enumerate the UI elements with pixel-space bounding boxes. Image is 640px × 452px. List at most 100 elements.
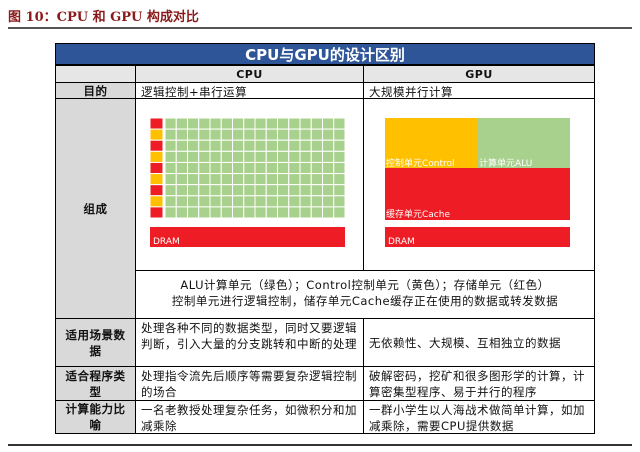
cpu-unit bbox=[209, 139, 222, 152]
cpu-unit bbox=[149, 139, 164, 152]
cpu-unit bbox=[322, 206, 335, 219]
legend-line: ALU计算单元（绿色）；Control控制单元（黄色）；存储单元（红色） bbox=[180, 278, 550, 292]
cpu-unit bbox=[164, 195, 177, 208]
cpu-unit bbox=[288, 195, 301, 208]
cpu-unit bbox=[333, 139, 346, 152]
cpu-unit bbox=[175, 195, 188, 208]
cpu-unit bbox=[243, 206, 256, 219]
cpu-unit bbox=[220, 206, 233, 219]
cpu-unit bbox=[209, 184, 222, 197]
cpu-unit bbox=[175, 150, 188, 163]
cpu-unit bbox=[187, 117, 200, 130]
gpu-alu bbox=[477, 118, 570, 168]
cpu-unit bbox=[254, 195, 267, 208]
rule bbox=[8, 27, 632, 29]
cpu-unit bbox=[265, 173, 278, 186]
cpu-unit bbox=[198, 206, 211, 219]
cpu-unit bbox=[220, 184, 233, 197]
cpu-unit bbox=[299, 117, 312, 130]
cpu-unit bbox=[220, 128, 233, 141]
cpu-unit bbox=[333, 161, 346, 175]
cpu-unit bbox=[187, 150, 200, 163]
cpu-unit bbox=[187, 128, 200, 141]
cpu-unit bbox=[322, 173, 335, 186]
cpu-unit bbox=[288, 139, 301, 152]
gpu-cell: 无依赖性、大规模、互相独立的数据 bbox=[363, 318, 595, 367]
cpu-unit bbox=[232, 128, 245, 141]
cpu-unit bbox=[277, 139, 290, 152]
cpu-unit bbox=[164, 173, 177, 186]
cpu-unit bbox=[310, 150, 323, 163]
cpu-unit bbox=[175, 117, 188, 130]
cpu-unit bbox=[209, 117, 222, 130]
cpu-unit bbox=[209, 150, 222, 163]
cpu-unit bbox=[220, 139, 233, 152]
cpu-unit bbox=[265, 139, 278, 152]
cpu-unit bbox=[175, 206, 188, 219]
cpu-unit bbox=[310, 173, 323, 186]
cpu-unit bbox=[254, 128, 267, 141]
cpu-unit bbox=[243, 150, 256, 163]
gpu-control-label: 控制单元Control bbox=[386, 157, 455, 169]
cpu-unit bbox=[288, 161, 301, 175]
cpu-unit bbox=[265, 150, 278, 163]
cpu-unit bbox=[288, 173, 301, 186]
cpu-unit bbox=[254, 150, 267, 163]
rule bbox=[8, 444, 632, 446]
cpu-unit bbox=[322, 117, 335, 130]
cpu-unit bbox=[277, 173, 290, 186]
cpu-unit bbox=[220, 195, 233, 208]
row-label: 适合程序类型 bbox=[55, 366, 136, 401]
cpu-unit bbox=[164, 139, 177, 152]
cpu-unit bbox=[333, 173, 346, 186]
row-label: 组成 bbox=[55, 98, 136, 319]
cpu-unit bbox=[220, 173, 233, 186]
cpu-unit bbox=[277, 150, 290, 163]
cpu-unit bbox=[232, 117, 245, 130]
cpu-unit bbox=[149, 117, 164, 130]
cpu-unit bbox=[265, 161, 278, 175]
cpu-unit bbox=[310, 117, 323, 130]
cpu-unit bbox=[288, 184, 301, 197]
cpu-unit bbox=[254, 184, 267, 197]
gpu-dram bbox=[385, 227, 570, 247]
cpu-unit bbox=[198, 150, 211, 163]
cpu-unit bbox=[149, 128, 164, 141]
cpu-unit bbox=[254, 117, 267, 130]
cpu-unit bbox=[175, 139, 188, 152]
figure-caption: 图 10：CPU 和 GPU 构成对比 bbox=[8, 10, 199, 25]
cpu-unit bbox=[232, 139, 245, 152]
cpu-unit bbox=[322, 150, 335, 163]
cpu-dram bbox=[150, 227, 345, 247]
cpu-unit bbox=[243, 195, 256, 208]
cpu-unit bbox=[232, 184, 245, 197]
cpu-unit bbox=[333, 150, 346, 163]
cpu-unit bbox=[310, 206, 323, 219]
cpu-unit bbox=[310, 161, 323, 175]
cpu-unit bbox=[164, 184, 177, 197]
cpu-unit bbox=[187, 161, 200, 175]
cpu-unit bbox=[277, 195, 290, 208]
gpu-cell: 一群小学生以人海战术做简单计算，如加减乘除，需要CPU提供数据 bbox=[363, 400, 595, 434]
cpu-unit bbox=[299, 161, 312, 175]
cpu-grid bbox=[149, 117, 346, 219]
cpu-unit bbox=[265, 128, 278, 141]
cpu-unit bbox=[209, 206, 222, 219]
cpu-unit bbox=[187, 195, 200, 208]
cpu-unit bbox=[209, 161, 222, 175]
cpu-unit bbox=[175, 173, 188, 186]
cpu-unit bbox=[232, 195, 245, 208]
cpu-unit bbox=[310, 184, 323, 197]
cpu-unit bbox=[243, 139, 256, 152]
cpu-unit bbox=[333, 184, 346, 197]
cpu-unit bbox=[232, 161, 245, 175]
cpu-unit bbox=[198, 173, 211, 186]
cpu-unit bbox=[288, 117, 301, 130]
header-cpu: CPU bbox=[135, 65, 364, 83]
cpu-unit bbox=[277, 161, 290, 175]
cpu-unit bbox=[265, 184, 278, 197]
cpu-unit bbox=[187, 173, 200, 186]
cpu-unit bbox=[310, 195, 323, 208]
cpu-unit bbox=[175, 184, 188, 197]
